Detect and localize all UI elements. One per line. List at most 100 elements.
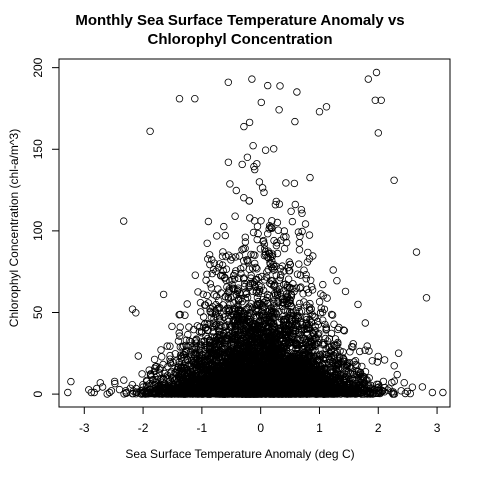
data-points xyxy=(64,68,447,398)
data-point xyxy=(277,324,285,332)
data-point xyxy=(240,122,248,131)
data-point xyxy=(333,277,341,285)
data-point xyxy=(288,217,297,226)
data-point xyxy=(171,350,179,358)
data-point xyxy=(175,329,183,337)
data-point xyxy=(151,364,159,373)
data-point xyxy=(67,377,75,386)
data-point xyxy=(249,251,258,259)
data-point xyxy=(241,233,249,241)
data-point xyxy=(291,117,299,126)
data-point xyxy=(298,321,306,329)
data-point xyxy=(122,388,130,397)
data-point xyxy=(290,179,299,188)
data-point xyxy=(253,265,261,273)
data-point xyxy=(249,228,258,237)
data-point xyxy=(390,377,398,385)
data-point xyxy=(243,256,251,264)
data-point xyxy=(275,106,283,114)
data-point xyxy=(161,369,169,378)
data-point xyxy=(293,270,302,278)
data-point xyxy=(92,384,101,393)
data-point xyxy=(247,250,255,259)
data-point xyxy=(365,347,373,355)
data-point xyxy=(204,255,212,263)
data-point xyxy=(217,321,225,330)
data-point xyxy=(295,260,303,268)
data-point xyxy=(208,256,216,264)
data-point xyxy=(302,271,310,279)
data-point xyxy=(323,294,331,302)
data-point xyxy=(132,384,140,393)
data-point xyxy=(192,336,200,344)
data-point xyxy=(224,158,233,166)
data-point xyxy=(244,258,252,266)
data-point xyxy=(394,349,403,357)
data-point xyxy=(307,305,315,313)
data-point xyxy=(241,238,250,246)
data-point xyxy=(373,358,382,366)
data-point xyxy=(166,351,174,360)
data-point xyxy=(258,184,267,192)
data-point xyxy=(302,275,310,283)
data-point xyxy=(206,308,215,316)
data-point xyxy=(196,308,205,316)
data-point xyxy=(181,311,189,319)
data-point xyxy=(299,290,307,298)
data-point xyxy=(157,346,165,354)
data-point xyxy=(374,384,382,392)
data-point xyxy=(202,276,210,284)
data-point xyxy=(262,273,271,281)
data-point xyxy=(356,347,364,356)
data-point xyxy=(204,217,213,226)
data-point xyxy=(314,331,322,339)
data-point xyxy=(216,317,224,325)
data-point xyxy=(206,280,214,288)
data-point xyxy=(266,279,274,287)
data-point xyxy=(301,220,310,228)
data-point xyxy=(190,354,198,363)
data-point xyxy=(133,388,141,396)
data-point xyxy=(242,290,250,298)
data-point xyxy=(265,292,274,300)
data-point xyxy=(265,221,274,230)
data-point xyxy=(220,222,228,231)
data-point xyxy=(270,145,278,153)
data-point xyxy=(238,160,246,169)
data-point xyxy=(263,268,271,276)
data-point xyxy=(339,326,348,334)
data-point xyxy=(278,262,286,270)
data-point xyxy=(228,276,236,284)
data-point xyxy=(297,283,305,291)
data-point xyxy=(282,179,290,187)
data-point xyxy=(250,259,259,268)
data-point xyxy=(238,245,246,254)
data-point xyxy=(393,370,401,379)
data-point xyxy=(306,173,314,182)
data-point xyxy=(188,343,196,351)
data-point xyxy=(263,290,272,299)
data-point xyxy=(363,342,371,350)
data-point xyxy=(298,209,306,217)
data-point xyxy=(341,287,350,296)
data-point xyxy=(240,279,249,288)
data-point xyxy=(304,248,312,257)
data-point xyxy=(400,379,408,387)
data-point xyxy=(320,340,328,349)
data-point xyxy=(157,353,166,361)
data-point xyxy=(103,390,111,398)
data-point xyxy=(245,197,253,205)
data-point xyxy=(303,339,312,347)
data-point xyxy=(235,252,244,260)
data-point xyxy=(126,384,134,392)
data-point xyxy=(187,338,195,346)
data-point xyxy=(255,178,264,186)
data-point xyxy=(264,229,272,238)
data-point xyxy=(294,228,303,236)
data-point xyxy=(218,261,227,269)
data-point xyxy=(205,251,214,259)
data-point xyxy=(325,335,334,343)
data-point xyxy=(260,188,268,197)
